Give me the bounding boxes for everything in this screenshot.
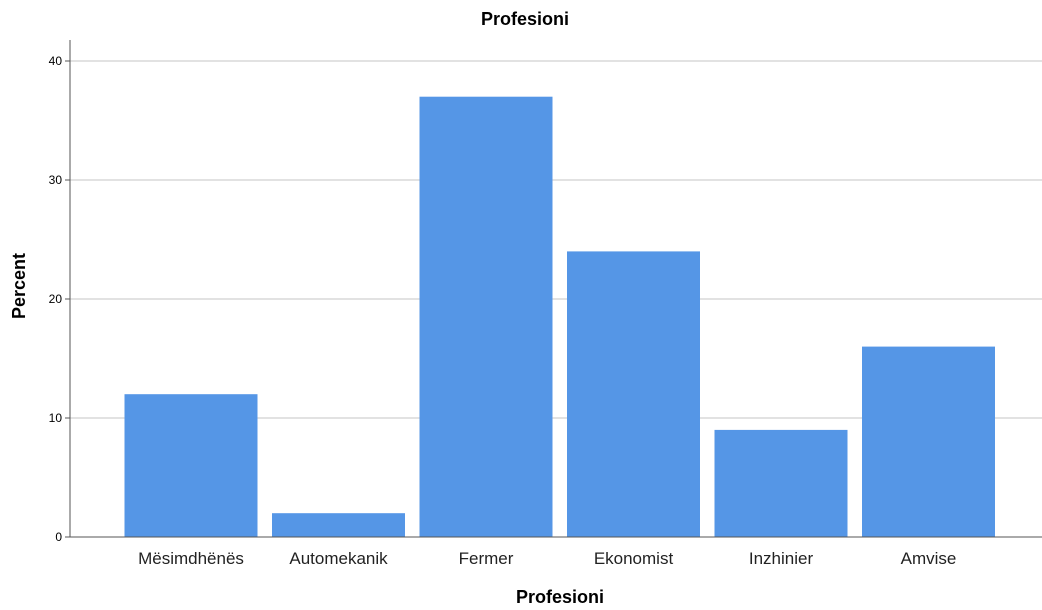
bar-automekanik	[272, 513, 405, 537]
axes	[69, 40, 1042, 538]
x-tick-label: Inzhinier	[749, 549, 814, 568]
x-tick-label: Automekanik	[289, 549, 388, 568]
chart-title: Profesioni	[481, 9, 569, 29]
bars	[124, 96, 995, 537]
bar-inzhinier	[714, 429, 848, 537]
y-tick-label: 10	[49, 411, 63, 425]
y-tick-label: 30	[49, 173, 63, 187]
x-tick-label: Amvise	[901, 549, 957, 568]
y-tick-label: 0	[55, 530, 62, 544]
bar-amvise	[862, 346, 995, 537]
bar-ekonomist	[567, 251, 700, 537]
y-tick-label: 20	[49, 292, 63, 306]
bar-mësimdhënës	[124, 394, 258, 537]
x-tick-label: Ekonomist	[594, 549, 674, 568]
y-tick-label: 40	[49, 54, 63, 68]
y-tick-labels: 0 10 20 30 40	[49, 54, 70, 544]
x-axis-label: Profesioni	[516, 587, 604, 605]
x-tick-label: Fermer	[459, 549, 514, 568]
y-axis-label: Percent	[9, 253, 29, 319]
x-tick-label: Mësimdhënës	[138, 549, 244, 568]
bar-fermer	[419, 96, 553, 537]
x-tick-labels: Mësimdhënës Automekanik Fermer Ekonomist Inz…	[138, 549, 956, 568]
